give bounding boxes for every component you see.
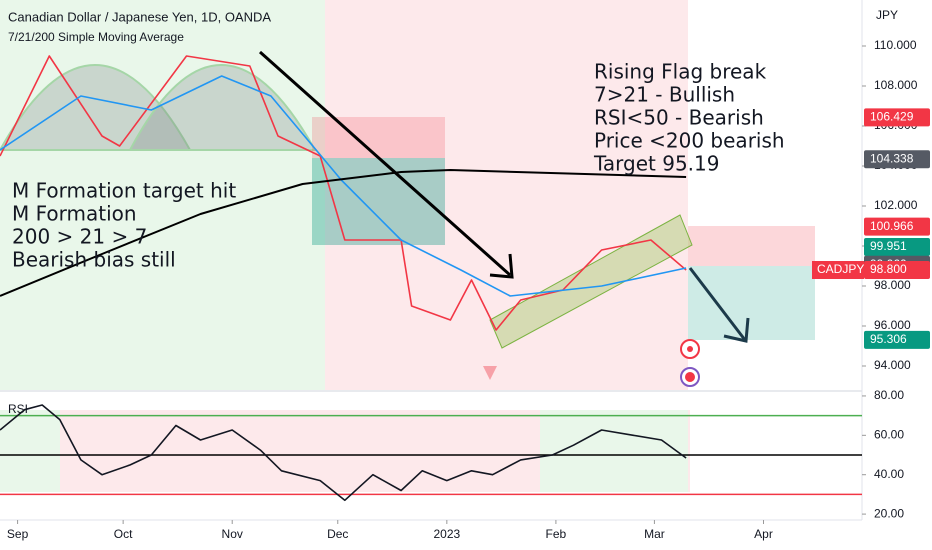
x-tick-label: Mar [644, 527, 665, 541]
y-tick-label: 20.00 [874, 506, 904, 520]
annotation: M Formation [12, 202, 137, 226]
m-formation-hump [128, 64, 317, 151]
event-icon [687, 346, 693, 352]
y-tick-label: 110.000 [874, 38, 917, 52]
rsi-zone [540, 410, 688, 492]
y-tick-label: 102.000 [874, 198, 918, 212]
price-tag-label: 99.951 [870, 239, 907, 253]
x-tick-label: Feb [546, 527, 567, 541]
x-tick-label: Apr [754, 527, 773, 541]
y-tick-label: 94.000 [874, 358, 911, 372]
series-line [0, 404, 687, 502]
annotation: RSI<50 - Bearish [594, 106, 764, 130]
y-tick-label: 96.000 [874, 318, 911, 332]
stop-box [312, 117, 445, 158]
rising-flag [489, 214, 693, 349]
bearish-zone [325, 0, 688, 390]
price-tag [864, 330, 930, 349]
price-tag [864, 150, 930, 169]
event-icon [685, 372, 695, 382]
price-tag-label: 100.966 [870, 219, 914, 233]
x-tick-label: Dec [327, 527, 348, 541]
y-tick-label: 80.00 [874, 388, 904, 402]
y-tick-label: 60.00 [874, 427, 904, 441]
marker [483, 366, 497, 380]
chart-title: Canadian Dollar / Japanese Yen, 1D, OAND… [8, 9, 271, 24]
price-tag-label: 106.429 [870, 110, 914, 124]
rsi-zone [0, 410, 60, 492]
annotation: Rising Flag break [594, 60, 767, 84]
y-tick-label: 40.00 [874, 467, 904, 481]
annotation: Price <200 bearish [594, 129, 785, 153]
arrow-head [723, 317, 750, 343]
x-tick-label: Sep [7, 527, 29, 541]
stop-box [688, 226, 815, 266]
annotation: Bearish bias still [12, 248, 176, 272]
rsi-title: RSI [8, 402, 28, 416]
annotation: Target 95.19 [593, 152, 720, 176]
annotation: M Formation target hit [12, 179, 236, 203]
symbol-tag [812, 261, 864, 279]
bullish-zone [0, 0, 325, 390]
target-box [688, 266, 815, 340]
annotation: 200 > 21 > 7 [12, 225, 147, 249]
price-tag [864, 217, 930, 236]
price-tag-label: 95.306 [870, 332, 907, 346]
y-tick-label: 108.000 [874, 78, 918, 92]
arrow-head [489, 253, 514, 279]
x-tick-label: 2023 [433, 527, 460, 541]
price-tag-label: 104.338 [870, 151, 914, 165]
x-tick-label: Oct [114, 527, 133, 541]
chart-subtitle: 7/21/200 Simple Moving Average [8, 30, 184, 44]
target-arrow [688, 267, 747, 341]
annotation: 7>21 - Bullish [594, 83, 735, 107]
x-tick-label: Nov [222, 527, 243, 541]
y-tick-label: 98.000 [874, 278, 911, 292]
price-tag [864, 108, 930, 127]
price-tag [864, 261, 930, 279]
price-tag [864, 237, 930, 256]
axis-unit: JPY [876, 8, 898, 22]
trend-arrow [259, 50, 511, 277]
series-line [0, 169, 687, 297]
price-tag-label: 98.800 [870, 262, 907, 276]
symbol-tag-label: CADJPY [817, 262, 864, 276]
